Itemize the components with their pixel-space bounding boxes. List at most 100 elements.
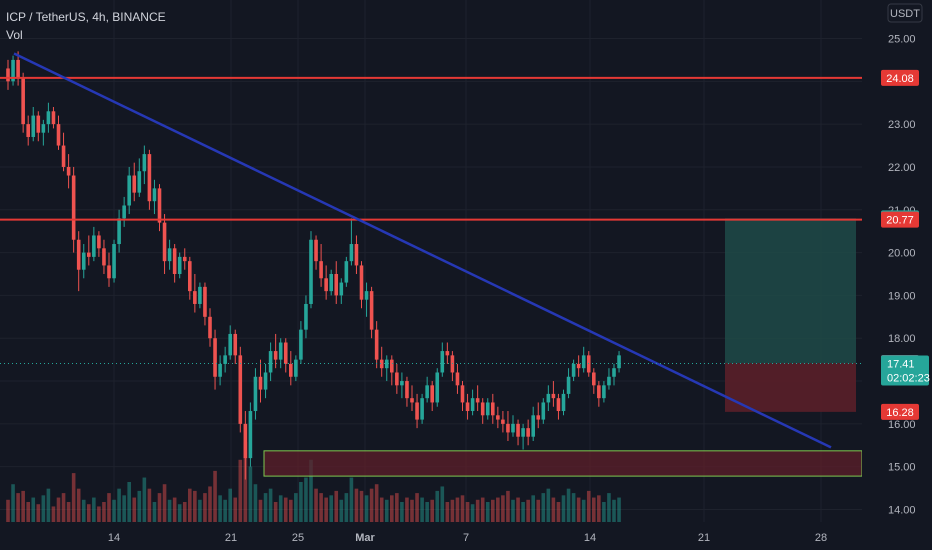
candle-body xyxy=(304,303,308,330)
candle-body xyxy=(465,402,470,412)
candle-body xyxy=(364,291,369,300)
volume-bar xyxy=(283,497,288,522)
volume-bar xyxy=(289,499,293,522)
time-tick-label: 14 xyxy=(108,532,120,544)
volume-indicator-label[interactable]: Vol xyxy=(6,28,23,42)
volume-bar xyxy=(470,504,475,522)
candle-body xyxy=(415,402,419,420)
candle-body xyxy=(455,372,460,386)
candle-body xyxy=(344,261,349,283)
candle-body xyxy=(152,188,157,202)
stop-zone[interactable] xyxy=(725,363,856,412)
volume-bar xyxy=(213,470,217,522)
price-tick-label: 25.00 xyxy=(888,34,916,46)
candle-body xyxy=(142,154,147,172)
volume-bar xyxy=(617,497,621,522)
volume-bar xyxy=(188,488,192,522)
volume-bar xyxy=(31,497,36,522)
candle-body xyxy=(546,393,551,403)
currency-badge[interactable] xyxy=(887,3,923,23)
volume-bar xyxy=(127,482,131,522)
currency-badge-label[interactable]: USDT xyxy=(890,8,920,20)
time-tick-label: 7 xyxy=(463,532,469,544)
last-price-value: 17.41 xyxy=(887,358,915,370)
candle-body xyxy=(410,398,414,403)
candle-body xyxy=(506,423,510,433)
volume-bar xyxy=(253,484,258,522)
candle-body xyxy=(51,111,56,125)
candle-body xyxy=(233,333,238,356)
volume-bar xyxy=(556,502,561,522)
candle-body xyxy=(76,239,81,270)
candle-body xyxy=(405,381,409,399)
candle-body xyxy=(182,256,187,262)
volume-bar xyxy=(107,493,111,522)
candle-body xyxy=(485,402,490,416)
volume-bar xyxy=(6,499,10,522)
volume-bar xyxy=(511,499,515,522)
candle-body xyxy=(26,124,30,137)
volume-bar xyxy=(273,502,278,522)
tag-20-77: 20.77 xyxy=(886,215,914,227)
volume-bar xyxy=(167,499,172,522)
volume-bar xyxy=(551,497,556,522)
target-zone[interactable] xyxy=(725,218,856,364)
candle-body xyxy=(536,415,541,420)
demand-zone[interactable] xyxy=(263,450,863,477)
candle-body xyxy=(430,385,434,403)
volume-bar xyxy=(263,493,268,522)
volume-bar xyxy=(51,506,56,522)
volume-bar xyxy=(586,490,591,522)
volume-bar xyxy=(102,502,106,522)
volume-bar xyxy=(597,495,601,522)
candle-body xyxy=(314,239,318,262)
candle-body xyxy=(400,381,404,386)
volume-bar xyxy=(87,504,91,522)
time-axis[interactable]: 14 21 25 Mar 7 14 21 28 xyxy=(108,532,827,544)
candle-body xyxy=(167,248,172,262)
time-tick-label: 21 xyxy=(698,532,710,544)
candle-body xyxy=(566,376,571,394)
candle-body xyxy=(71,175,76,240)
time-tick-label: 14 xyxy=(584,532,596,544)
symbol-title[interactable]: ICP / TetherUS, 4h, BINANCE xyxy=(6,10,166,24)
volume-bar xyxy=(147,488,152,522)
candle-body xyxy=(16,59,20,78)
volume-bar xyxy=(607,493,611,522)
trendline[interactable] xyxy=(13,52,832,449)
price-axis-bg xyxy=(862,0,932,550)
volume-bar xyxy=(228,488,232,522)
volume-bar xyxy=(41,495,46,522)
last-price-tag-bg xyxy=(881,355,929,386)
candle-body xyxy=(607,376,611,386)
drawing-lines[interactable] xyxy=(0,52,862,449)
volume-bar xyxy=(329,495,333,522)
volume-bar xyxy=(152,502,157,522)
tag-16-28-bg xyxy=(881,403,919,420)
tag-20-77-bg xyxy=(881,211,919,228)
candle-body xyxy=(268,351,273,373)
price-axis[interactable]: USDT25.0024.0023.0022.0021.0020.0019.001… xyxy=(862,0,932,550)
volume-bar xyxy=(243,442,248,522)
volume-bar xyxy=(61,493,66,522)
volume-bar xyxy=(36,504,41,522)
volume-bar xyxy=(576,497,581,522)
price-tick-label: 22.00 xyxy=(888,162,916,174)
volume-bar xyxy=(475,499,480,522)
volume-bar xyxy=(581,499,586,522)
candle-body xyxy=(117,218,121,245)
candle-body xyxy=(193,291,197,304)
volume-bar xyxy=(26,502,30,522)
candle-body xyxy=(107,265,111,279)
volume-bar xyxy=(294,493,298,522)
candle-body xyxy=(213,338,217,377)
volume-bar xyxy=(319,493,323,522)
volume-bar xyxy=(71,473,76,522)
volume-bar xyxy=(314,488,318,522)
candle-body xyxy=(122,205,126,219)
time-tick-label: 28 xyxy=(815,532,827,544)
volume-bar xyxy=(369,488,374,522)
